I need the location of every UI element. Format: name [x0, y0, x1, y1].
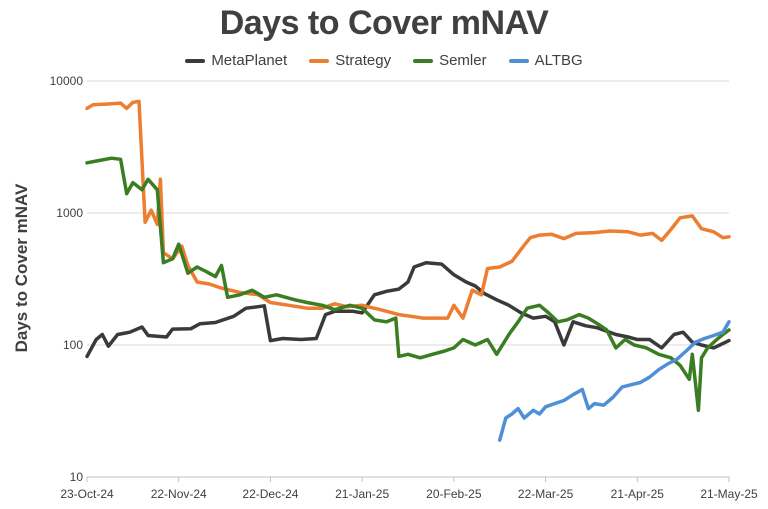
legend-label: Semler	[439, 52, 487, 69]
series-line-strategy	[85, 99, 731, 320]
x-tick-label: 22-Dec-24	[242, 487, 298, 501]
x-tick-label: 23-Oct-24	[60, 487, 114, 501]
x-tick-label: 21-May-25	[700, 487, 758, 501]
chart-title: Days to Cover mNAV	[219, 4, 549, 42]
legend-swatch	[309, 58, 330, 63]
legend-item-strategy: Strategy	[309, 52, 391, 69]
series-lines	[85, 99, 731, 442]
legend: MetaPlanet Strategy Semler ALTBG	[0, 52, 768, 69]
y-tick-label: 10	[70, 470, 84, 484]
legend-swatch	[413, 58, 434, 63]
legend-item-semler: Semler	[413, 52, 487, 69]
legend-swatch	[185, 58, 206, 63]
series-line-semler	[85, 156, 731, 413]
x-tick-label: 22-Mar-25	[518, 487, 574, 501]
legend-item-altbg: ALTBG	[508, 52, 583, 69]
axes: 10 100 1000 10000 23-Oct-24 22-Nov-24 22-Dec-2…	[50, 74, 758, 501]
legend-label: MetaPlanet	[211, 52, 288, 69]
y-tick-label: 100	[63, 338, 83, 352]
y-tick-label: 1000	[56, 206, 83, 220]
x-tick-label: 20-Feb-25	[426, 487, 482, 501]
legend-label: ALTBG	[534, 52, 583, 69]
x-tick-label: 21-Apr-25	[611, 487, 665, 501]
series-line-altbg	[497, 320, 731, 442]
x-tick-label: 22-Nov-24	[151, 487, 207, 501]
legend-item-metaplanet: MetaPlanet	[185, 52, 287, 69]
y-tick-label: 10000	[50, 74, 84, 88]
legend-label: Strategy	[335, 52, 392, 69]
x-tick-label: 21-Jan-25	[335, 487, 389, 501]
series-line-metaplanet	[85, 260, 731, 359]
legend-swatch	[508, 58, 529, 63]
